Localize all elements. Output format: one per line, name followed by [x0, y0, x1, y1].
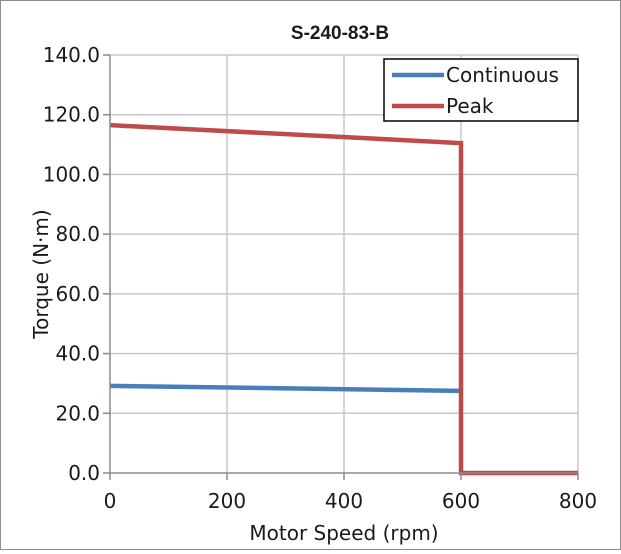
legend-box	[383, 58, 579, 122]
x-tick-label: 200	[208, 489, 246, 513]
x-tick-label: 600	[442, 489, 480, 513]
y-tick-label: 120.0	[43, 103, 100, 127]
y-axis-label: Torque (N·m)	[29, 209, 53, 339]
x-tick-label: 400	[325, 489, 363, 513]
y-tick-label: 60.0	[55, 282, 100, 306]
y-tick-label: 80.0	[55, 222, 100, 246]
x-tick-label: 0	[104, 489, 117, 513]
chart-title: S-240-83-B	[291, 23, 389, 44]
legend-label-continuous: Continuous	[446, 63, 559, 87]
y-tick-label: 20.0	[55, 401, 100, 425]
series-line-continuous	[109, 383, 462, 394]
legend: Continuous Peak	[383, 58, 579, 122]
x-axis-label: Motor Speed (rpm)	[249, 521, 438, 545]
axes: 0.0 20.0 40.0 60.0 80.0 100.0 120.0 140.0 0 200 40…	[43, 43, 597, 513]
x-tick-label: 800	[559, 489, 597, 513]
y-tick-label: 0.0	[68, 461, 100, 485]
y-tick-label: 100.0	[43, 162, 100, 186]
y-tick-label: 140.0	[43, 43, 100, 67]
legend-label-peak: Peak	[446, 94, 494, 118]
y-tick-label: 40.0	[55, 342, 100, 366]
